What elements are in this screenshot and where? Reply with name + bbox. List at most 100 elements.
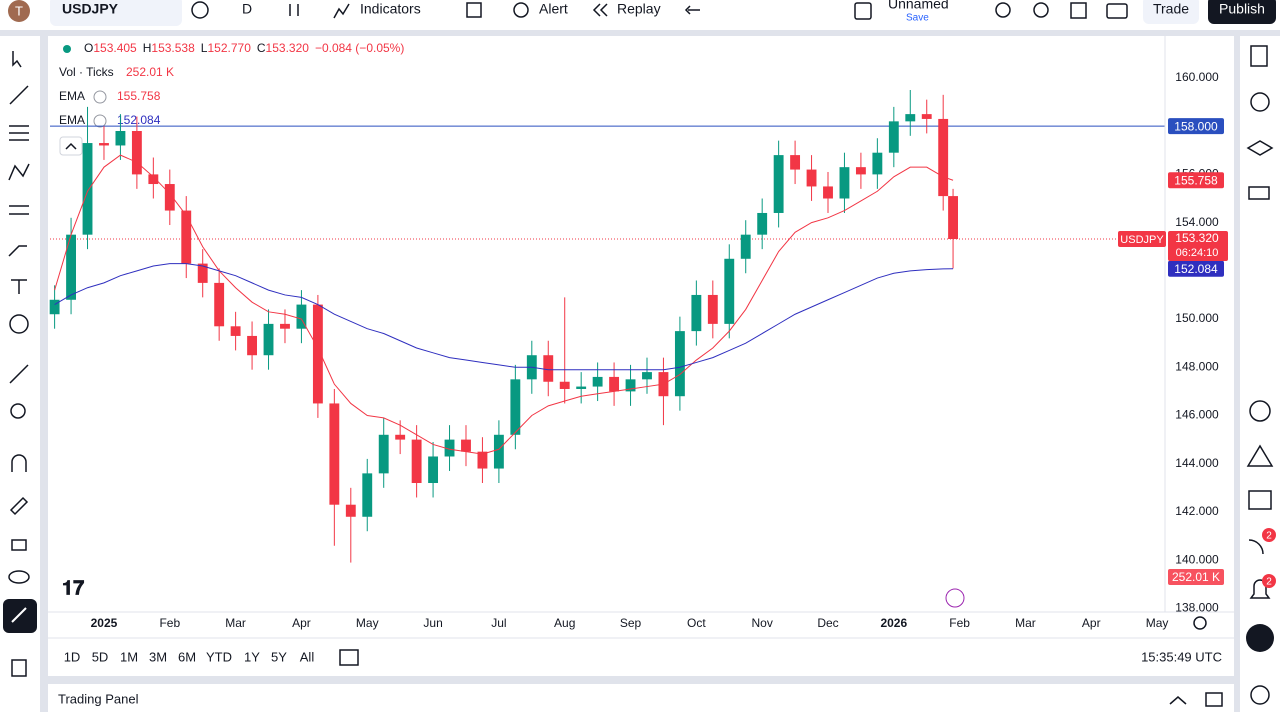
range-button[interactable]: 1Y — [244, 649, 260, 664]
x-tick-label: Aug — [554, 616, 575, 630]
indicators-icon[interactable] — [333, 3, 350, 19]
hline-label: 158.000 — [1174, 119, 1218, 133]
y-tick-label: 160.000 — [1175, 70, 1219, 84]
ohlc-key: L — [201, 41, 208, 55]
y-tick-label: 138.000 — [1175, 601, 1219, 615]
active-tool[interactable] — [3, 599, 37, 633]
y-tick-label: 148.000 — [1175, 359, 1219, 373]
candle-body — [197, 263, 208, 283]
y-tick-label: 142.000 — [1175, 504, 1219, 518]
candle-body — [609, 376, 620, 392]
apps-button[interactable] — [1246, 624, 1274, 652]
candle-body — [559, 381, 570, 389]
candle-body — [461, 439, 471, 452]
trade-button[interactable] — [1143, 0, 1199, 24]
fullscreen-icon[interactable] — [1070, 2, 1087, 19]
range-button[interactable]: YTD — [206, 649, 232, 664]
alert[interactable]: Alert — [539, 1, 568, 17]
candle-body — [82, 143, 93, 235]
trading-panel[interactable]: Trading Panel — [58, 691, 139, 706]
ohlc-change: −0.084 (−0.05%) — [315, 41, 404, 55]
event-icon[interactable] — [945, 588, 965, 608]
ema-value: 155.758 — [117, 89, 161, 103]
candle-body — [707, 294, 718, 324]
range-button[interactable]: 1D — [64, 649, 81, 664]
candle-body — [740, 234, 751, 259]
ema-icon — [93, 114, 107, 128]
interval[interactable]: D — [242, 1, 252, 17]
camera-icon[interactable] — [1106, 3, 1128, 19]
date-range-icon[interactable] — [339, 649, 359, 666]
publish-button[interactable] — [1208, 0, 1276, 24]
undo-icon[interactable] — [684, 5, 700, 15]
y-tick-label: 144.000 — [1175, 456, 1219, 470]
symbol-label: USDJPY — [1120, 234, 1164, 246]
trade[interactable]: Trade — [1153, 1, 1189, 17]
x-tick-label: Jun — [423, 616, 442, 630]
plot — [49, 90, 1165, 563]
ohlc-key: O — [84, 41, 93, 55]
maximize-icon[interactable] — [1205, 692, 1223, 707]
candle-body — [773, 155, 784, 213]
x-tick-label: May — [1146, 616, 1169, 630]
ema-icon — [93, 90, 107, 104]
candle-body — [345, 504, 356, 517]
badge-count: 2 — [1266, 577, 1272, 588]
search-icon[interactable] — [995, 2, 1011, 18]
range-button[interactable]: All — [300, 649, 315, 664]
candle-body — [362, 473, 373, 517]
candle-body — [576, 386, 587, 389]
badge — [1262, 574, 1276, 588]
candle-body — [790, 155, 801, 170]
avatar-letter: T — [15, 3, 23, 18]
volume-tag — [1168, 569, 1224, 585]
candle-body — [115, 130, 126, 146]
indicators[interactable]: Indicators — [360, 1, 421, 17]
logo: 𝟏𝟕 — [62, 577, 84, 599]
sidebar-icons[interactable] — [1246, 45, 1274, 705]
ohlc-key: C — [257, 41, 266, 55]
vol-legend: Vol · Ticks — [59, 65, 114, 79]
hline-tag — [1168, 118, 1224, 135]
range-button[interactable]: 3M — [149, 649, 167, 664]
candle-body — [592, 376, 603, 387]
ohlc-key: H — [143, 41, 152, 55]
publish[interactable]: Publish — [1219, 1, 1265, 17]
candle-icon[interactable] — [289, 4, 299, 16]
layout-icon[interactable] — [466, 2, 482, 18]
x-tick-label: Mar — [225, 616, 246, 630]
ohlc-value: 152.770 — [207, 41, 251, 55]
add-icon[interactable] — [191, 1, 209, 19]
candle-body — [230, 326, 241, 336]
range-button[interactable]: 6M — [178, 649, 196, 664]
save[interactable]: Save — [906, 13, 929, 24]
settings-icon[interactable] — [1033, 2, 1049, 18]
ema-value: 152.084 — [117, 113, 161, 127]
collapse-legend[interactable] — [59, 136, 83, 156]
range-button[interactable]: 5D — [92, 649, 109, 664]
top-bar — [0, 0, 1280, 30]
candle-body — [99, 143, 109, 146]
drawing-tools[interactable] — [8, 51, 30, 677]
candle-body — [164, 184, 175, 211]
candle-body — [263, 323, 274, 356]
x-tick-label: Feb — [949, 616, 970, 630]
range-button[interactable]: 5Y — [271, 649, 287, 664]
symbol[interactable]: USDJPY — [62, 1, 119, 17]
y-tick-label: 150.000 — [1175, 311, 1219, 325]
badge-count: 2 — [1266, 531, 1272, 542]
x-tick-label: Mar — [1015, 616, 1036, 630]
expand-icon[interactable] — [1169, 696, 1187, 705]
x-tick-label: Oct — [687, 616, 706, 630]
ema-price-tag — [1168, 172, 1224, 189]
axis-settings[interactable] — [1193, 616, 1207, 630]
symbol-box[interactable] — [50, 0, 182, 26]
replay-icon[interactable] — [592, 3, 608, 17]
avatar[interactable] — [8, 0, 30, 22]
replay[interactable]: Replay — [617, 1, 661, 17]
layout-checkbox[interactable] — [854, 2, 872, 20]
range-button[interactable]: 1M — [120, 649, 138, 664]
layout-name[interactable]: Unnamed — [888, 0, 949, 12]
alert-icon[interactable] — [513, 2, 529, 18]
